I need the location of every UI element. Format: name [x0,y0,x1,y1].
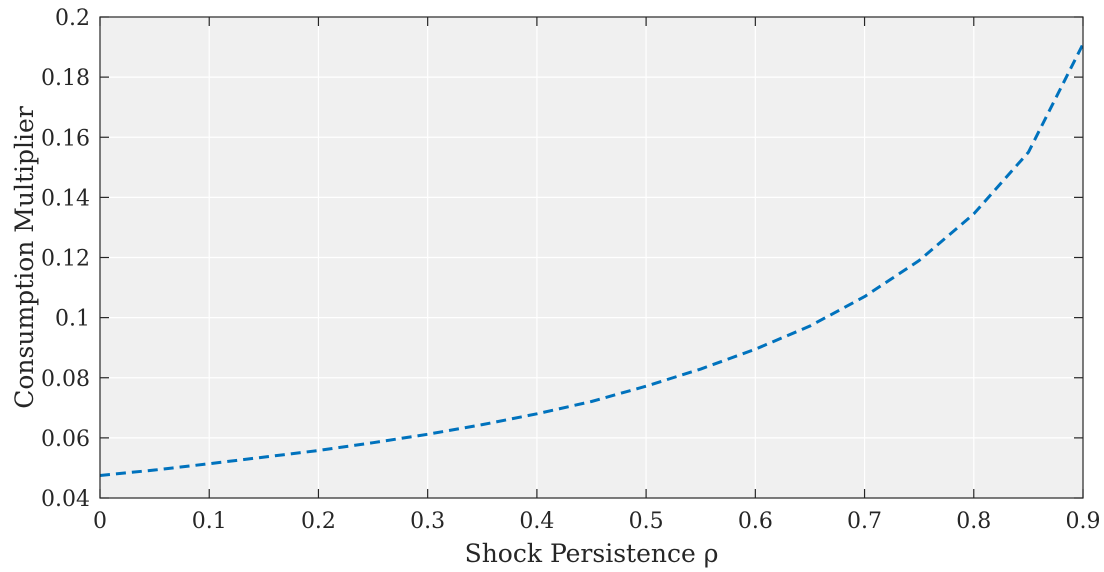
y-tick-label: 0.14 [41,186,90,211]
y-tick-label: 0.06 [41,427,90,452]
y-tick-label: 0.1 [55,307,90,332]
y-tick-label: 0.2 [55,6,90,31]
ticks: 0 0.1 0.2 0.3 0.4 0.5 0.6 0.7 0.8 0.9 0.04 0.06 0.08… [41,6,1100,534]
x-tick-label: 0.3 [410,509,445,534]
x-tick-label: 0.4 [519,509,554,534]
y-tick-label: 0.04 [41,487,90,512]
y-tick-label: 0.18 [41,66,90,91]
y-tick-label: 0.12 [41,247,90,272]
series-line [99,43,1085,477]
x-tick-label: 0.1 [192,509,227,534]
x-tick-label: 0.2 [301,509,336,534]
x-tick-label: 0.8 [956,509,991,534]
x-tick-label: 0.7 [847,509,882,534]
x-axis-title: Shock Persistence ρ [465,539,719,568]
series-layer [99,43,1085,477]
x-tick-label: 0.6 [738,509,773,534]
x-tick-label: 0.9 [1066,509,1101,534]
x-tick-label: 0.5 [629,509,664,534]
x-tick-label: 0 [93,509,107,534]
y-tick-label: 0.16 [41,126,90,151]
y-axis-title: Consumption Multiplier [10,106,39,409]
y-tick-label: 0.08 [41,367,90,392]
